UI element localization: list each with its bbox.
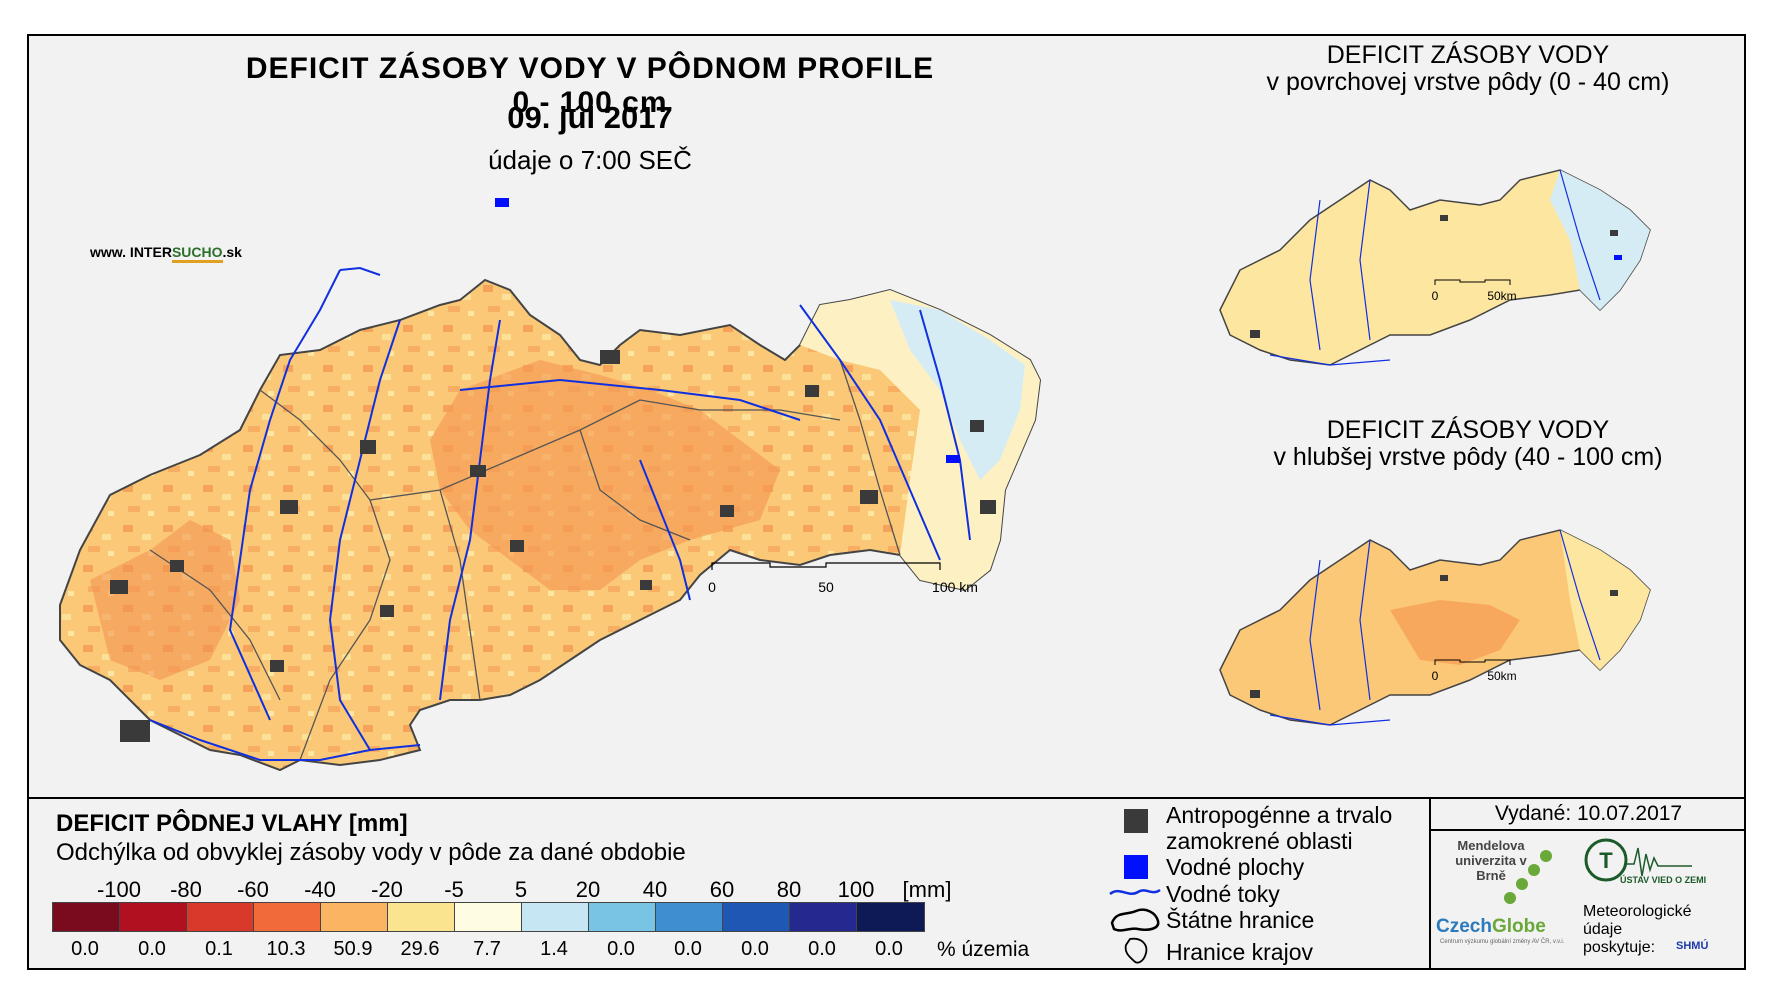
scale-bar: [711, 562, 941, 570]
svg-text:T: T: [1599, 848, 1613, 873]
mendel-dots-icon: [1504, 850, 1552, 904]
legend-swatch: [589, 903, 656, 931]
legend-swatch: [254, 903, 321, 931]
water-body-icon: [1124, 855, 1148, 879]
legend-color-bar: [52, 902, 925, 932]
water-bodies: [495, 198, 960, 463]
pct-unit-label: % územia: [937, 938, 1030, 961]
urban-areas: [110, 350, 996, 742]
ustav-logo-text: ÚSTAV VIED O ZEMI: [1620, 875, 1707, 885]
legend-title: DEFICIT PÔDNEJ VLAHY [mm]: [56, 810, 408, 837]
meteo-credit: Meteorologické údaje poskytuje:: [1583, 903, 1692, 956]
state-border-icon: [1110, 908, 1160, 932]
mini-map-1-title: DEFICIT ZÁSOBY VODY v povrchovej vrstve …: [1266, 41, 1670, 96]
svg-text:50km: 50km: [1487, 669, 1516, 683]
legend-swatch: [656, 903, 723, 931]
legend-region-border: Hranice krajov: [1166, 939, 1313, 965]
divider: [1429, 797, 1431, 970]
ustav-logo-icon: T: [1584, 838, 1692, 882]
mini-map-surface: 0 50km: [1219, 169, 1651, 366]
legend-anthropogenic-1: Antropogénne a trvalo: [1166, 802, 1393, 828]
west-dry-zone: [90, 520, 240, 680]
czechglobe-subtitle: Centrum výzkumu globální změny AV ČR, v.…: [1440, 939, 1565, 945]
legend-anthropogenic-2: zamokrené oblasti: [1166, 828, 1353, 854]
river-icon: [1109, 888, 1161, 896]
scale-tick-0: 0: [708, 579, 716, 595]
main-map: 0 50 100 km: [59, 198, 1042, 772]
map-date: 09. júl 2017: [507, 100, 673, 135]
rivers: [149, 266, 971, 761]
main-title: DEFICIT ZÁSOBY VODY V PÔDNOM PROFILE 0 -…: [245, 52, 935, 119]
legend-swatch: [388, 903, 455, 931]
legend-swatch: [53, 903, 120, 931]
legend-swatch: [187, 903, 254, 931]
east-blue-zone: [890, 300, 1025, 480]
mini-map-deep: 0 50km: [1219, 529, 1651, 726]
legend-swatch: [790, 903, 857, 931]
legend-swatch: [120, 903, 187, 931]
legend-water-streams: Vodné toky: [1166, 881, 1280, 907]
legend-subtitle: Odchýlka od obvyklej zásoby vody v pôde …: [56, 839, 686, 866]
website-logo[interactable]: www. INTERSUCHO.sk: [90, 244, 242, 263]
mini-map-2-title: DEFICIT ZÁSOBY VODY v hlubšej vrstve pôd…: [1273, 416, 1663, 471]
region-border-icon: [1124, 937, 1148, 964]
svg-text:0: 0: [1432, 669, 1439, 683]
legend-swatch: [857, 903, 924, 931]
legend-swatch: [321, 903, 388, 931]
legend-water-areas: Vodné plochy: [1166, 854, 1305, 880]
central-dry-zone: [430, 360, 780, 590]
svg-text:0: 0: [1432, 289, 1439, 303]
svg-text:50km: 50km: [1487, 289, 1516, 303]
legend-swatch: [455, 903, 522, 931]
divider: [27, 797, 1746, 799]
issued-date: Vydané: 10.07.2017: [1494, 802, 1683, 825]
urban-area-icon: [1124, 809, 1148, 833]
legend-scale-labels: -100 -80 -60 -40 -20 -5 5 20 40 60 80 10…: [96, 877, 952, 902]
scale-tick-50: 50: [818, 579, 834, 595]
legend-swatch: [522, 903, 589, 931]
czechglobe-logo: CzechGlobe: [1436, 916, 1546, 937]
legend-percentages: 0.0 0.0 0.1 10.3 50.9 29.6 7.7 1.4 0.0 0…: [71, 938, 903, 960]
time-note: údaje o 7:00 SEČ: [488, 145, 692, 175]
mendel-university-logo: Mendelova univerzita v Brně: [1455, 838, 1527, 883]
scale-tick-100: 100 km: [932, 579, 978, 595]
legend-state-border: Štátne hranice: [1166, 907, 1315, 933]
shmu-logo: SHMÚ: [1676, 940, 1709, 952]
divider: [1429, 829, 1746, 831]
legend-swatch: [723, 903, 790, 931]
